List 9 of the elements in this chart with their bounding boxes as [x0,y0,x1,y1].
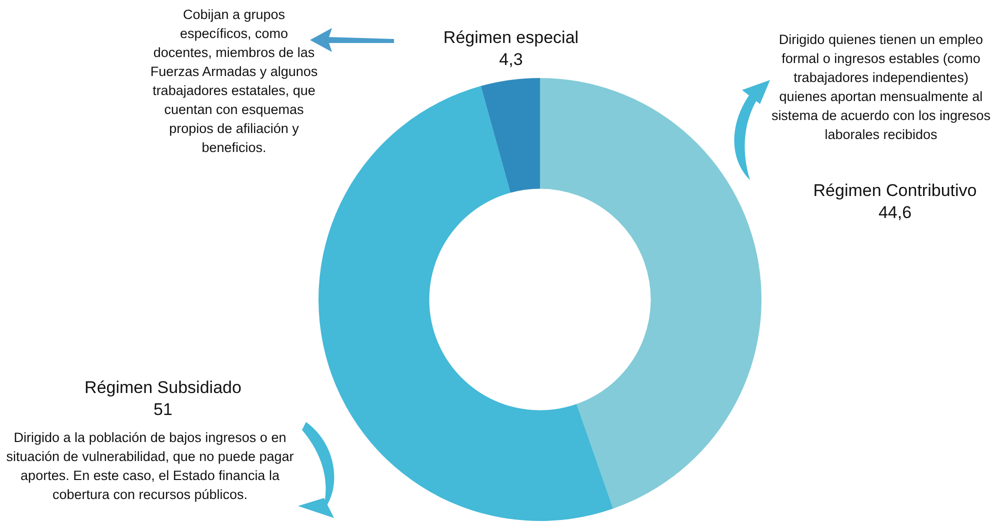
data-label: 4,3 [499,50,523,69]
text: Dirigido quienes tienen un empleo formal o ingresos estables (como trabajadores independientes) quienes aportan mensualmente al sistema de acuerdo con los ingresos laborales recibidos [770,31,992,144]
text: Cobijan a grupos específicos, como docentes, miembros de las Fuerzas Armadas y algunos trabajadores estatales, que cuentan con esquemas propios de afiliación y beneficios. [150,6,318,157]
slice-label: Régimen Contributivo [813,181,977,200]
data-label: 51 [154,400,172,419]
slice-label: Régimen Subsidiado [84,378,242,397]
slice-label: Régimen especial [443,28,579,47]
text: Dirigido a la población de bajos ingresos o en situación de vulnerabilidad, que no puede pagar aportes. En este caso, el Estado financia la cobertura con recursos públicos. [5,429,295,504]
data-label: 44,6 [878,203,912,222]
